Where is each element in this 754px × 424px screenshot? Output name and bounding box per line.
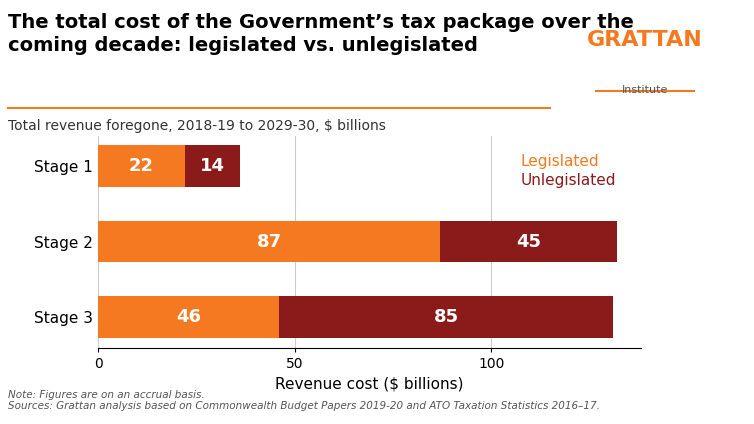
Text: The total cost of the Government’s tax package over the
coming decade: legislate: The total cost of the Government’s tax p… <box>8 13 633 55</box>
Bar <box>279 296 613 338</box>
Bar <box>185 145 240 187</box>
Text: 22: 22 <box>129 157 154 175</box>
Bar <box>98 221 440 262</box>
Text: Institute: Institute <box>621 85 668 95</box>
Text: GRATTAN: GRATTAN <box>587 30 703 50</box>
Legend: Legislated, Unlegislated: Legislated, Unlegislated <box>515 148 622 194</box>
Text: 46: 46 <box>176 308 201 326</box>
Bar <box>440 221 618 262</box>
Text: 45: 45 <box>516 233 541 251</box>
Text: 87: 87 <box>256 233 282 251</box>
Bar <box>98 145 185 187</box>
Text: Note: Figures are on an accrual basis.
Sources: Grattan analysis based on Common: Note: Figures are on an accrual basis. S… <box>8 390 599 411</box>
Text: Total revenue foregone, 2018-19 to 2029-30, $ billions: Total revenue foregone, 2018-19 to 2029-… <box>8 119 385 133</box>
Bar <box>98 296 279 338</box>
X-axis label: Revenue cost ($ billions): Revenue cost ($ billions) <box>275 376 464 391</box>
Text: 85: 85 <box>434 308 458 326</box>
Text: 14: 14 <box>200 157 225 175</box>
